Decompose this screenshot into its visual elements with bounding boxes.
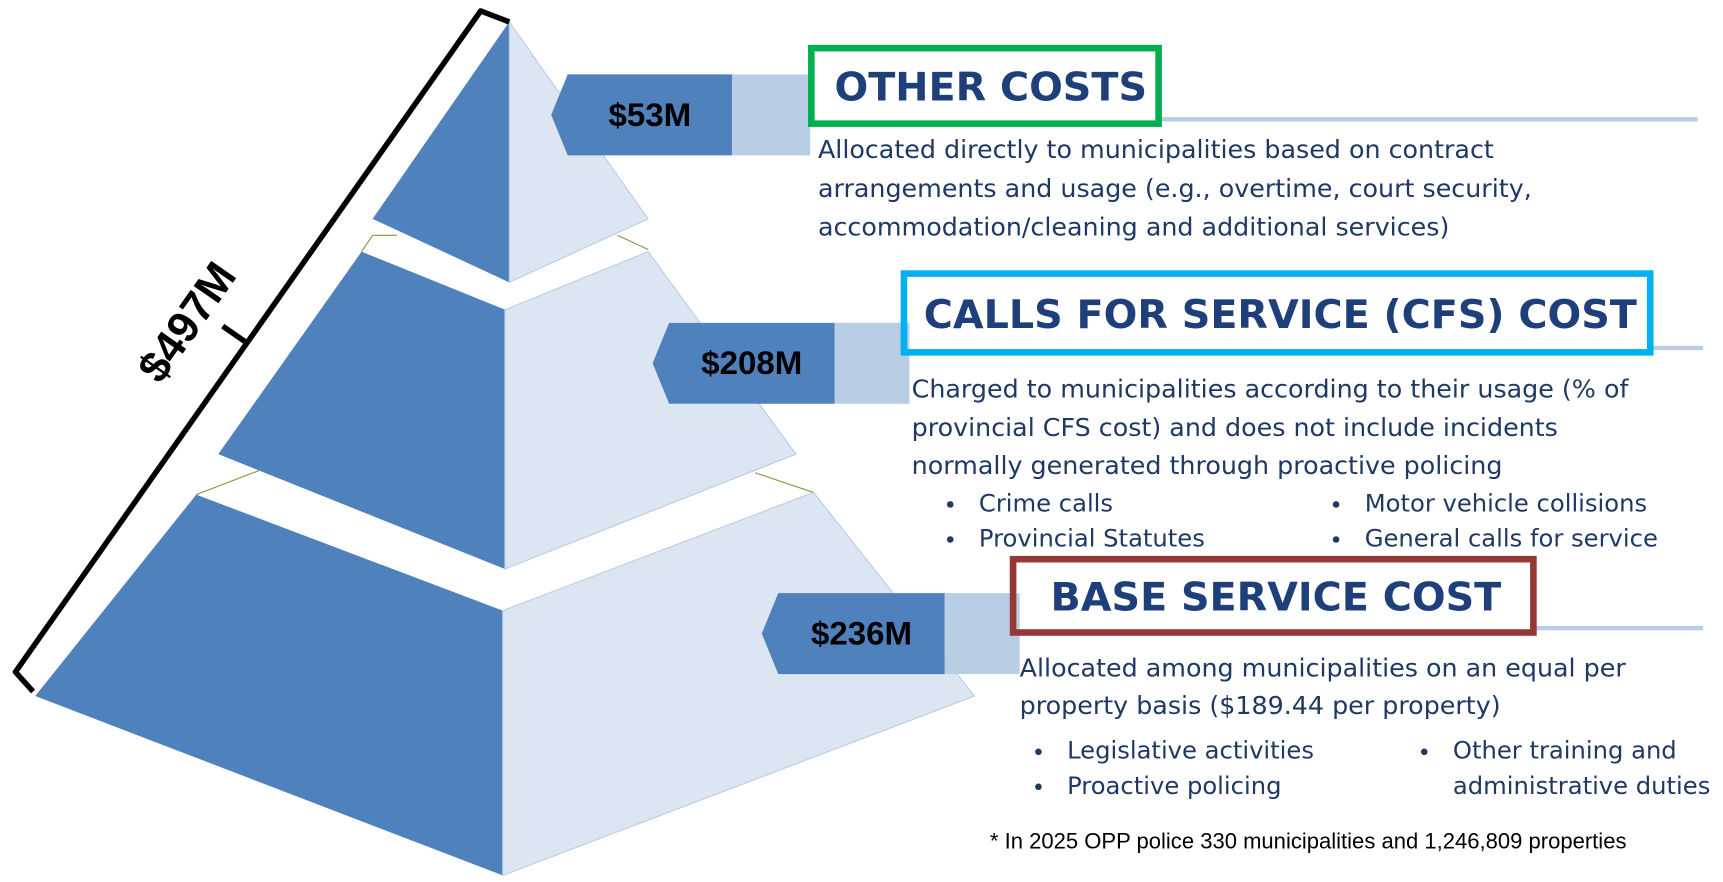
tier-face bbox=[35, 494, 503, 876]
bracket bbox=[12, 8, 511, 694]
amount-arrow bbox=[551, 74, 732, 156]
bullet-text: administrative duties bbox=[1453, 772, 1710, 800]
amount-label: $208M bbox=[701, 344, 802, 381]
amount-arrow bbox=[652, 322, 835, 404]
bullet-text: General calls for service bbox=[1365, 525, 1658, 553]
bullet bbox=[1035, 748, 1042, 756]
tier-title: BASE SERVICE COST bbox=[1051, 575, 1502, 621]
pyramid bbox=[35, 20, 976, 877]
bracket-tick bbox=[221, 323, 247, 344]
tier-title: OTHER COSTS bbox=[834, 65, 1147, 111]
title-box bbox=[1009, 555, 1537, 636]
bullet-text: Provincial Statutes bbox=[979, 525, 1205, 553]
description-line: Allocated among municipalities on an equ… bbox=[1020, 654, 1627, 683]
edge bbox=[196, 470, 260, 496]
bullet-text: Legislative activities bbox=[1067, 737, 1314, 765]
bullet bbox=[1420, 748, 1428, 756]
description-line: Allocated directly to municipalities bas… bbox=[818, 135, 1494, 164]
connector bbox=[731, 74, 811, 156]
tier-face bbox=[502, 491, 976, 877]
connector bbox=[944, 593, 1020, 675]
tier-title: CALLS FOR SERVICE (CFS) COST bbox=[924, 292, 1637, 338]
bullet bbox=[1332, 536, 1340, 543]
description-line: normally generated through proactive pol… bbox=[912, 451, 1503, 480]
title-box bbox=[808, 44, 1162, 127]
description-line: property basis ($189.44 per property) bbox=[1020, 691, 1501, 720]
edge bbox=[361, 234, 374, 252]
edge bbox=[617, 234, 649, 250]
tier-face bbox=[218, 251, 505, 570]
bullet bbox=[946, 536, 954, 543]
edge bbox=[754, 472, 814, 493]
bullet bbox=[1035, 783, 1042, 791]
description-line: accommodation/cleaning and additional se… bbox=[818, 213, 1449, 242]
tier-face bbox=[372, 21, 510, 283]
amount-arrow bbox=[761, 593, 945, 675]
footnote: * In 2025 OPP police 330 municipalities … bbox=[990, 828, 1627, 853]
connector bbox=[834, 322, 910, 404]
bullet bbox=[946, 501, 954, 508]
bullet bbox=[1332, 501, 1340, 508]
bullet-text: Motor vehicle collisions bbox=[1365, 490, 1647, 518]
title-box bbox=[900, 270, 1654, 356]
amount-label: $53M bbox=[608, 96, 691, 133]
amount-label: $236M bbox=[811, 615, 912, 652]
tier-face bbox=[504, 251, 797, 570]
description-line: arrangements and usage (e.g., overtime, … bbox=[818, 174, 1532, 203]
description-line: Charged to municipalities according to t… bbox=[912, 375, 1630, 404]
bullet-text: Crime calls bbox=[979, 490, 1113, 518]
bullet-text: Other training and bbox=[1453, 737, 1677, 765]
bullet-text: Proactive policing bbox=[1067, 772, 1281, 800]
description-line: provincial CFS cost) and does not includ… bbox=[912, 413, 1558, 442]
